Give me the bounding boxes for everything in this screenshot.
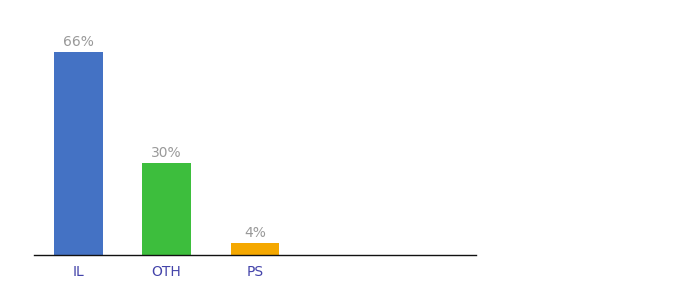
Bar — [54, 52, 103, 255]
Bar — [231, 243, 279, 255]
Text: 66%: 66% — [63, 35, 94, 49]
Bar — [142, 163, 191, 255]
Text: 4%: 4% — [244, 226, 266, 240]
Text: 30%: 30% — [151, 146, 182, 160]
